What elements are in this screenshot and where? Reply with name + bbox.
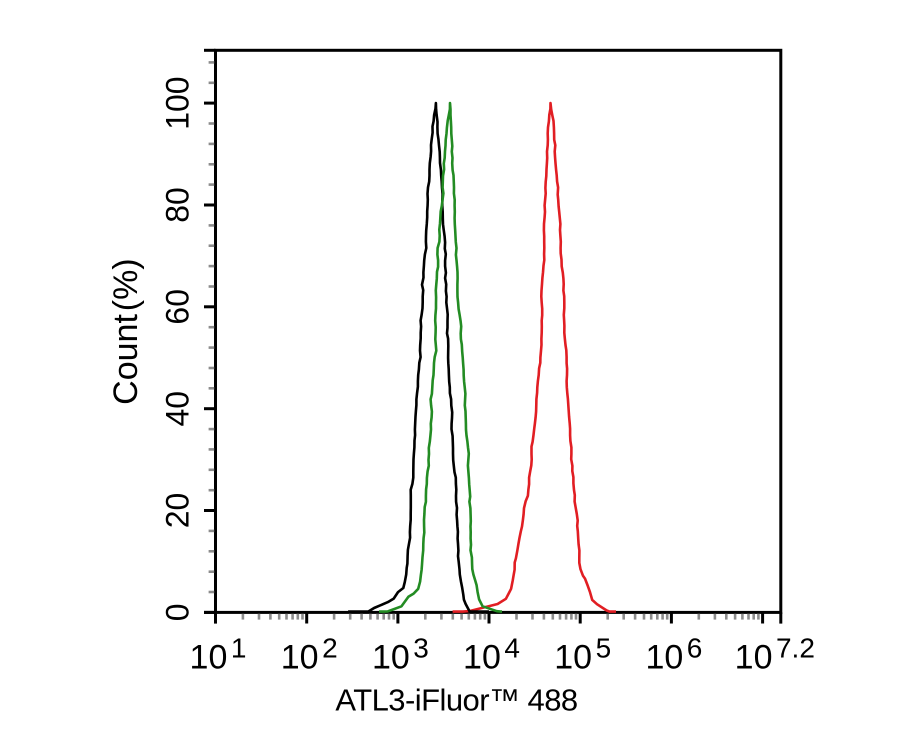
svg-text:60: 60 xyxy=(160,289,196,325)
svg-text:Count (%): Count (%) xyxy=(107,258,145,404)
svg-text:20: 20 xyxy=(160,493,196,529)
svg-text:0: 0 xyxy=(160,604,196,622)
svg-text:106: 10 6 xyxy=(645,632,702,676)
svg-text:ATL3-iFluor™ 488: ATL3-iFluor™ 488 xyxy=(335,683,577,718)
svg-text:100: 100 xyxy=(160,76,196,129)
svg-text:40: 40 xyxy=(160,391,196,427)
svg-text:80: 80 xyxy=(160,187,196,223)
